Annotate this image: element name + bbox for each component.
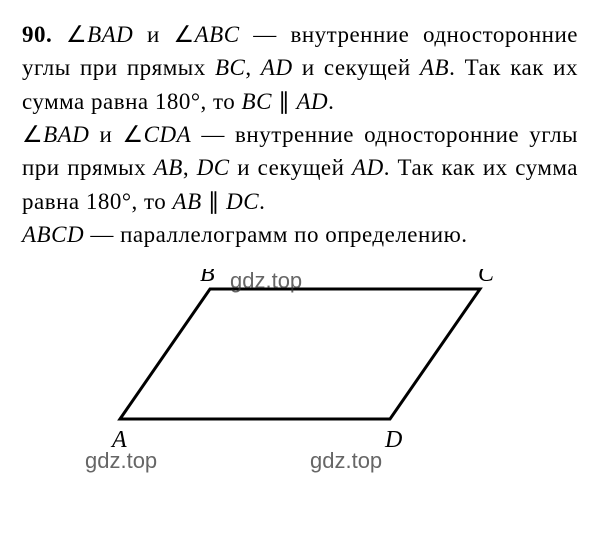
t2n: DC — [226, 189, 259, 214]
t1o: . — [328, 89, 334, 114]
t1c: и ∠ — [133, 22, 194, 47]
t2b: BAD — [43, 122, 89, 147]
t2j: AD — [352, 155, 384, 180]
t1i: и секущей — [293, 55, 420, 80]
t2o: . — [259, 189, 265, 214]
diagram-svg: A B C D — [80, 269, 520, 459]
t1f: BC — [215, 55, 245, 80]
t2m: ∥ — [202, 189, 227, 214]
t2f: AB — [154, 155, 183, 180]
t2a: ∠ — [22, 122, 43, 147]
problem-number: 90. — [22, 22, 52, 47]
vertex-label-a: A — [110, 427, 127, 453]
t1m: ∥ — [272, 89, 297, 114]
t1j: AB — [420, 55, 449, 80]
t2h: DC — [197, 155, 230, 180]
t1n: AD — [296, 89, 328, 114]
t1l: BC — [242, 89, 272, 114]
t2i: и секущей — [230, 155, 352, 180]
t2c: и ∠ — [89, 122, 143, 147]
t1b: BAD — [87, 22, 133, 47]
t3a: ABCD — [22, 222, 84, 247]
t1h: AD — [261, 55, 293, 80]
t1g: , — [245, 55, 261, 80]
t3b: — параллелограмм по определению. — [84, 222, 468, 247]
t1d: ABC — [195, 22, 240, 47]
vertex-label-b: B — [200, 269, 215, 287]
vertex-label-d: D — [384, 427, 402, 453]
vertex-label-c: C — [478, 269, 495, 287]
t2d: CDA — [144, 122, 192, 147]
t1a: ∠ — [66, 22, 87, 47]
parallelogram-diagram: A B C D — [22, 269, 578, 459]
t2g: , — [183, 155, 197, 180]
problem-text: 90. ∠BAD и ∠ABC — внутренние односторонн… — [22, 18, 578, 251]
t2l: AB — [173, 189, 202, 214]
parallelogram-shape — [120, 289, 480, 419]
